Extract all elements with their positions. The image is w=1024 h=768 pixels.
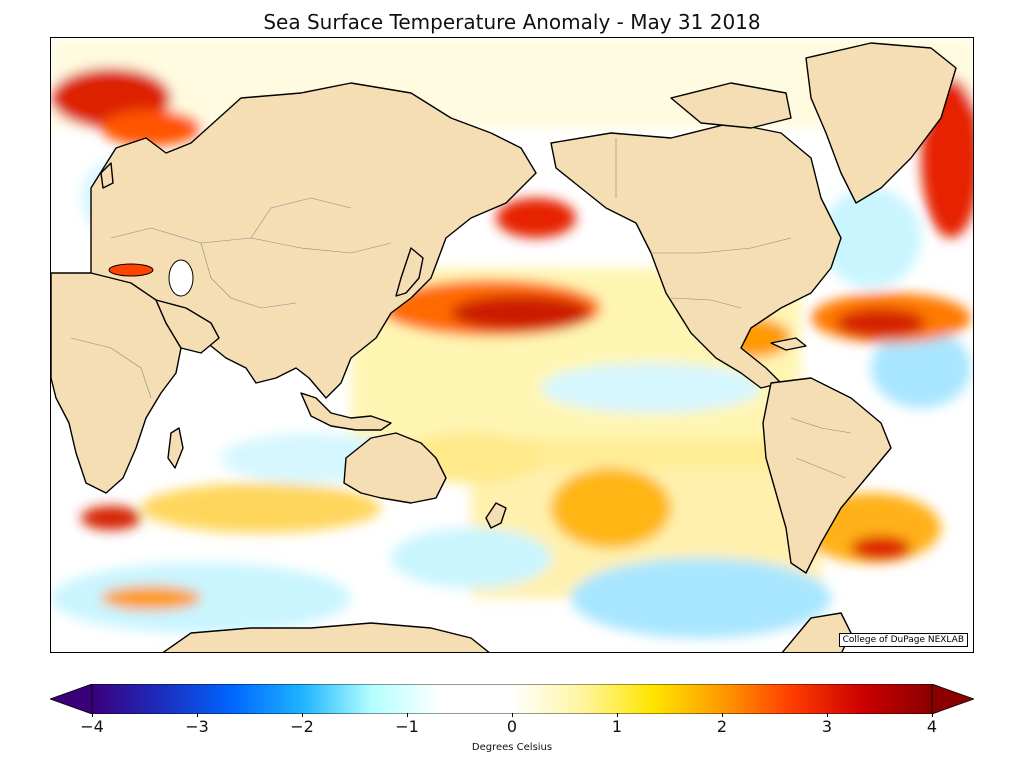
- colorbar-tick-label: 2: [716, 717, 728, 736]
- colorbar-tickmark: [92, 713, 93, 717]
- inland-water: [108, 259, 194, 297]
- colorbar-tickmark: [197, 713, 198, 717]
- japan-islands: [395, 247, 424, 297]
- colorbar-tickmark: [407, 713, 408, 717]
- antarctica-landmass: [162, 622, 490, 652]
- colorbar: [50, 684, 974, 714]
- north-america-landmass: [550, 122, 842, 389]
- colorbar-tick-label: 3: [821, 717, 833, 736]
- map-title: Sea Surface Temperature Anomaly - May 31…: [263, 10, 761, 34]
- colorbar-tickmark: [932, 713, 933, 717]
- sst-anomaly-map: College of DuPage NEXLAB: [50, 37, 974, 653]
- colorbar-tick-label: 0: [506, 717, 518, 736]
- colorbar-tickmark: [722, 713, 723, 717]
- africa-landmass: [51, 272, 182, 494]
- colorbar-tickmark: [512, 713, 513, 717]
- arabia-landmass: [155, 299, 220, 354]
- madagascar: [167, 427, 184, 469]
- land-masses: [51, 42, 957, 652]
- indonesia-islands: [300, 392, 392, 431]
- colorbar-label: Degrees Celsius: [471, 742, 553, 753]
- australia-landmass: [343, 432, 447, 504]
- colorbar-tick-label: −3: [185, 717, 209, 736]
- colorbar-extend-low: [50, 684, 93, 714]
- colorbar-tick-label: −4: [80, 717, 104, 736]
- colorbar-tickmark: [302, 713, 303, 717]
- colorbar-tick-label: 4: [926, 717, 938, 736]
- country-borders: [70, 138, 852, 479]
- greenland-landmass: [805, 42, 957, 204]
- colorbar-tick-label: −1: [395, 717, 419, 736]
- caribbean-islands: [770, 337, 807, 351]
- arctic-islands: [670, 82, 792, 129]
- credit-label: College of DuPage NEXLAB: [838, 633, 968, 647]
- map-canvas: [51, 38, 973, 652]
- colorbar-tickmark: [827, 713, 828, 717]
- colorbar-body: [91, 684, 933, 714]
- colorbar-tick-label: −2: [290, 717, 314, 736]
- antarctica-landmass-east: [781, 612, 852, 652]
- colorbar-extend-high: [931, 684, 974, 714]
- colorbar-tick-label: 1: [611, 717, 623, 736]
- south-america-landmass: [762, 377, 892, 574]
- colorbar-tickmark: [617, 713, 618, 717]
- new-zealand: [485, 502, 507, 529]
- uk-islands: [100, 162, 114, 189]
